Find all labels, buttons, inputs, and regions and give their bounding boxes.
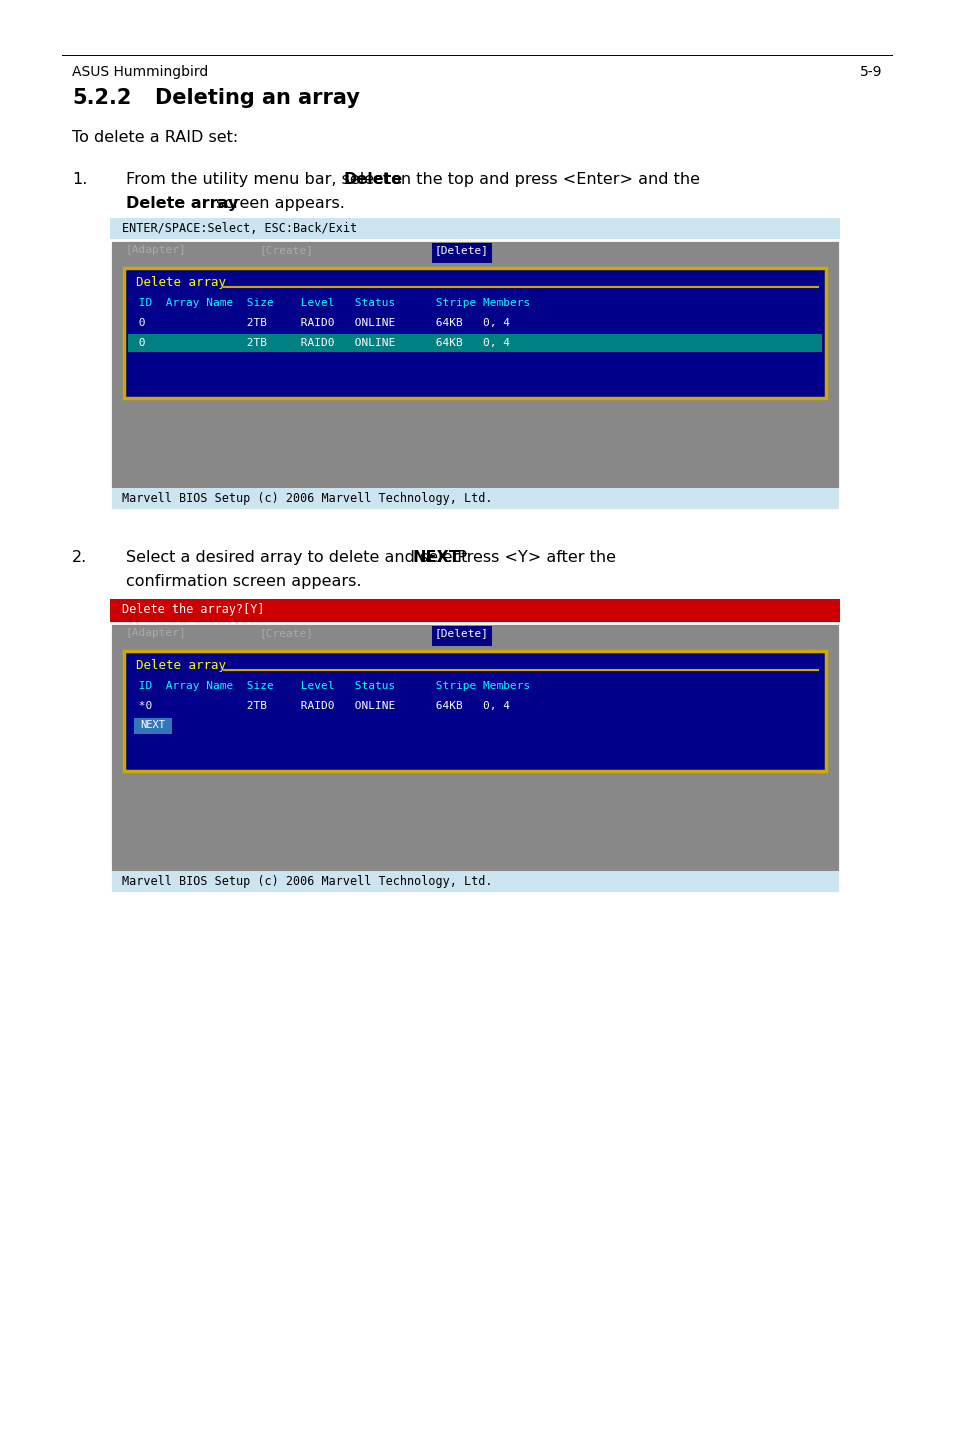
Text: Marvell BIOS Setup (c) 2006 Marvell Technology, Ltd.: Marvell BIOS Setup (c) 2006 Marvell Tech… <box>122 492 492 505</box>
Bar <box>128 334 821 352</box>
Text: 5-9: 5-9 <box>859 65 882 79</box>
Text: ────────────: ──────────── <box>330 628 411 638</box>
Text: NEXT: NEXT <box>413 549 460 565</box>
Bar <box>110 240 840 510</box>
Text: ASUS Hummingbird: ASUS Hummingbird <box>71 65 208 79</box>
Bar <box>110 600 840 623</box>
Text: 0               2TB     RAID0   ONLINE      64KB   0, 4: 0 2TB RAID0 ONLINE 64KB 0, 4 <box>132 338 510 348</box>
Text: [Adapter]: [Adapter] <box>126 628 187 638</box>
Bar <box>124 651 825 771</box>
Text: confirmation screen appears.: confirmation screen appears. <box>126 574 361 590</box>
Text: screen appears.: screen appears. <box>211 196 345 211</box>
Text: [Adapter]: [Adapter] <box>126 244 187 255</box>
Bar <box>124 267 825 398</box>
Text: Select a desired array to delete and select: Select a desired array to delete and sel… <box>126 549 472 565</box>
Bar <box>124 651 825 771</box>
Text: [Delete]: [Delete] <box>435 244 489 255</box>
Bar <box>110 487 840 510</box>
Bar <box>110 219 840 240</box>
Text: Marvell BIOS Setup (c) 2006 Marvell Technology, Ltd.: Marvell BIOS Setup (c) 2006 Marvell Tech… <box>122 874 492 889</box>
Text: . Press <Y> after the: . Press <Y> after the <box>447 549 616 565</box>
Bar <box>110 240 840 510</box>
Text: Delete array: Delete array <box>136 276 226 289</box>
Bar <box>124 267 825 398</box>
Bar <box>110 623 840 893</box>
Text: ENTER/SPACE:Select, ESC:Back/Exit: ENTER/SPACE:Select, ESC:Back/Exit <box>122 221 356 234</box>
Text: 1.: 1. <box>71 173 88 187</box>
Text: Deleting an array: Deleting an array <box>154 88 359 108</box>
Text: Delete array: Delete array <box>126 196 238 211</box>
Bar <box>432 626 492 646</box>
Text: Delete: Delete <box>344 173 403 187</box>
Text: From the utility menu bar, select: From the utility menu bar, select <box>126 173 394 187</box>
Text: ──────: ────── <box>200 244 240 255</box>
Text: Delete array: Delete array <box>136 659 226 672</box>
Text: ID  Array Name  Size    Level   Status      Stripe Members: ID Array Name Size Level Status Stripe M… <box>132 682 530 692</box>
Text: ID  Array Name  Size    Level   Status      Stripe Members: ID Array Name Size Level Status Stripe M… <box>132 298 530 308</box>
Bar <box>112 626 836 647</box>
Text: [Create]: [Create] <box>260 244 314 255</box>
Text: 2.: 2. <box>71 549 87 565</box>
Text: 0               2TB     RAID0   ONLINE      64KB   0, 4: 0 2TB RAID0 ONLINE 64KB 0, 4 <box>132 318 510 328</box>
Text: [Create]: [Create] <box>260 628 314 638</box>
Bar <box>133 718 172 733</box>
Bar <box>110 871 840 893</box>
Text: NEXT: NEXT <box>140 720 165 731</box>
Text: *0              2TB     RAID0   ONLINE      64KB   0, 4: *0 2TB RAID0 ONLINE 64KB 0, 4 <box>132 700 510 710</box>
Text: 5.2.2: 5.2.2 <box>71 88 132 108</box>
Bar <box>432 243 492 263</box>
Text: ──────: ────── <box>200 628 240 638</box>
Text: [Delete]: [Delete] <box>435 628 489 638</box>
Text: ────────────: ──────────── <box>330 244 411 255</box>
Text: Delete the array?[Y]: Delete the array?[Y] <box>122 603 264 615</box>
Text: on the top and press <Enter> and the: on the top and press <Enter> and the <box>386 173 700 187</box>
Text: To delete a RAID set:: To delete a RAID set: <box>71 129 238 145</box>
Bar <box>112 242 836 265</box>
Bar <box>110 623 840 893</box>
